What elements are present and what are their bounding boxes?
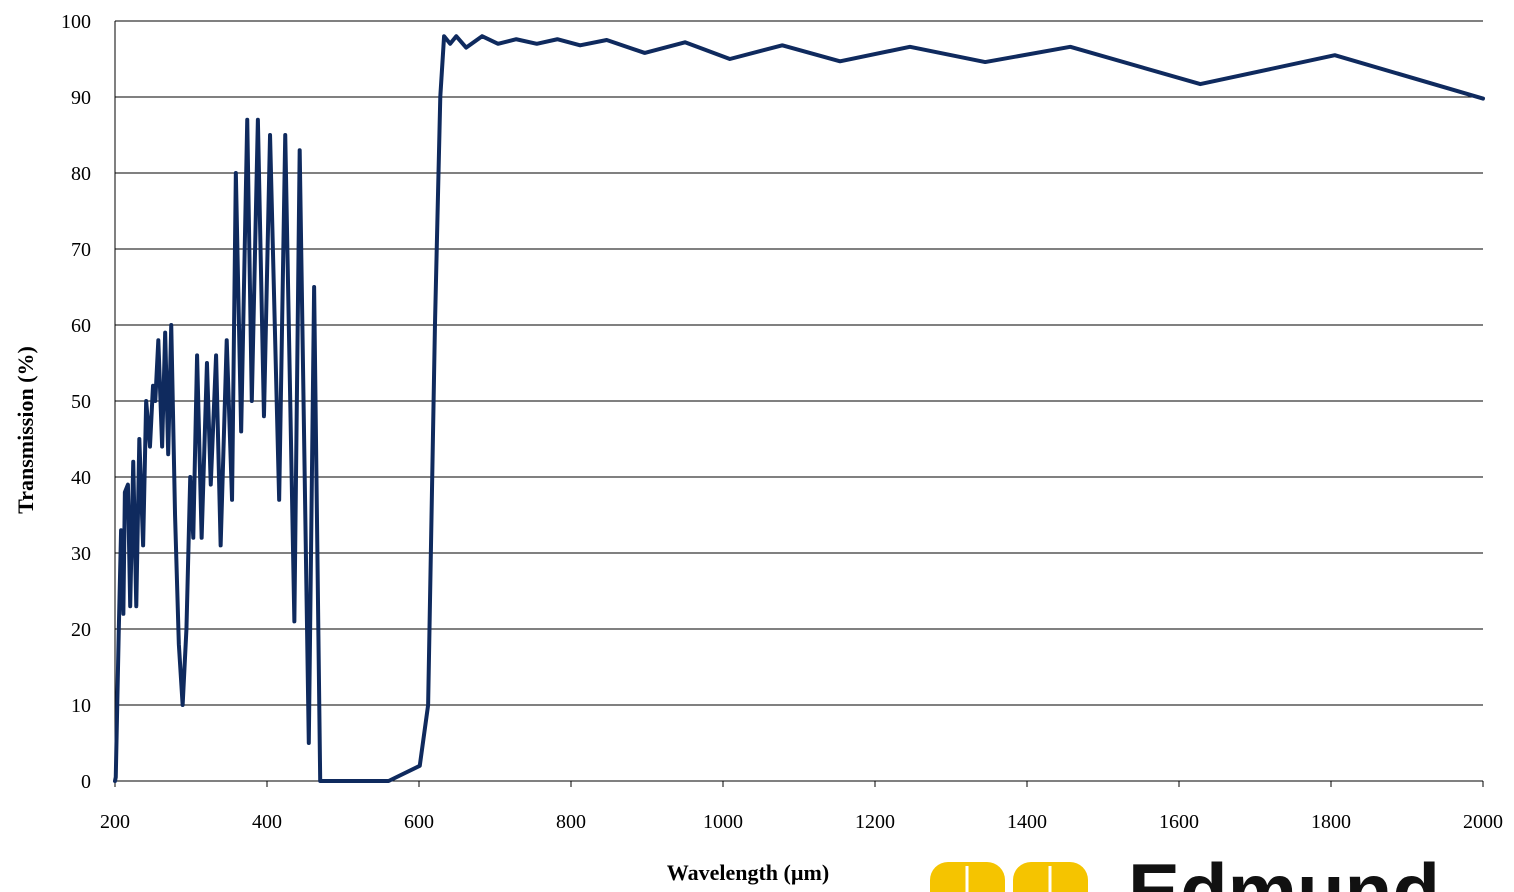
y-tick-label: 100 xyxy=(61,11,91,33)
x-tick-label: 1800 xyxy=(1311,811,1351,833)
logo: Edmund xyxy=(930,847,1440,892)
y-tick-label: 10 xyxy=(71,695,91,717)
y-tick-label: 40 xyxy=(71,467,91,489)
data-line xyxy=(113,34,1485,783)
x-axis-title: Wavelength (µm) xyxy=(667,860,829,885)
x-tick-label: 600 xyxy=(404,811,434,833)
y-tick-label: 50 xyxy=(71,391,91,413)
y-tick-label: 20 xyxy=(71,619,91,641)
x-tick-label: 200 xyxy=(100,811,130,833)
x-tick-label: 800 xyxy=(556,811,586,833)
y-axis-title: Transmission (%) xyxy=(13,346,38,514)
y-tick-label: 80 xyxy=(71,163,91,185)
y-tick-label: 0 xyxy=(81,771,91,793)
x-tick-label: 2000 xyxy=(1463,811,1503,833)
x-tick-label: 400 xyxy=(252,811,282,833)
logo-text: Edmund xyxy=(1128,847,1440,892)
x-tick-label: 1000 xyxy=(703,811,743,833)
y-tick-label: 90 xyxy=(71,87,91,109)
y-tick-label: 30 xyxy=(71,543,91,565)
y-tick-label: 70 xyxy=(71,239,91,261)
y-tick-label: 60 xyxy=(71,315,91,337)
x-tick-label: 1200 xyxy=(855,811,895,833)
x-tick-label: 1400 xyxy=(1007,811,1047,833)
x-tick-label: 1600 xyxy=(1159,811,1199,833)
